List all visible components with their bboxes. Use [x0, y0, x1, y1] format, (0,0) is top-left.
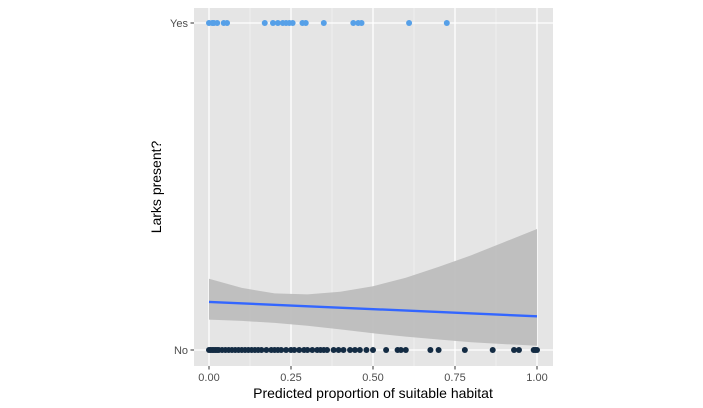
point-no [347, 347, 354, 353]
point-no [324, 347, 331, 353]
point-no [370, 347, 376, 353]
confidence-band [209, 229, 537, 346]
point-no [363, 347, 370, 353]
x-tick-label: 0.75 [444, 372, 465, 384]
point-yes [350, 20, 357, 26]
point-no [402, 347, 409, 353]
point-no [351, 347, 358, 353]
points-layer [206, 20, 540, 353]
point-yes [406, 20, 413, 26]
point-no [383, 347, 390, 353]
y-tick-label: No [174, 345, 188, 357]
point-no [335, 347, 342, 353]
point-no [309, 347, 316, 353]
x-axis-title: Predicted proportion of suitable habitat [253, 385, 493, 401]
point-yes [358, 20, 365, 26]
point-yes [214, 20, 221, 26]
point-no [534, 347, 540, 353]
point-no [296, 347, 303, 353]
x-tick-label: 0.00 [198, 372, 219, 384]
point-yes [289, 20, 296, 26]
point-no [489, 347, 496, 353]
point-no [304, 347, 311, 353]
point-yes [302, 20, 309, 26]
point-no [461, 347, 468, 353]
point-yes [269, 20, 276, 26]
fit-line-layer [208, 300, 538, 318]
x-tick-label: 1.00 [526, 372, 547, 384]
point-no [278, 347, 285, 353]
fit-line [208, 300, 538, 318]
point-no [515, 347, 522, 353]
point-no [258, 347, 265, 353]
point-no [291, 347, 298, 353]
point-yes [224, 20, 231, 26]
point-no [263, 347, 270, 353]
y-axis-title: Larks present? [148, 140, 164, 233]
x-tick-label: 0.25 [280, 372, 301, 384]
confidence-band-layer [209, 229, 537, 346]
point-no [397, 347, 404, 353]
y-axis: Yes No [170, 18, 194, 357]
point-no [356, 347, 363, 353]
point-yes [274, 20, 281, 26]
point-yes [320, 20, 327, 26]
point-yes [443, 20, 450, 26]
point-yes [261, 20, 268, 26]
x-axis: 0.00 0.25 0.50 0.75 1.00 [198, 366, 548, 384]
point-no [330, 347, 337, 353]
point-no [511, 347, 518, 353]
point-no [340, 347, 347, 353]
point-no [283, 347, 290, 353]
point-no [435, 347, 442, 353]
point-no [427, 347, 434, 353]
x-tick-label: 0.50 [362, 372, 383, 384]
y-tick-label: Yes [170, 18, 188, 30]
